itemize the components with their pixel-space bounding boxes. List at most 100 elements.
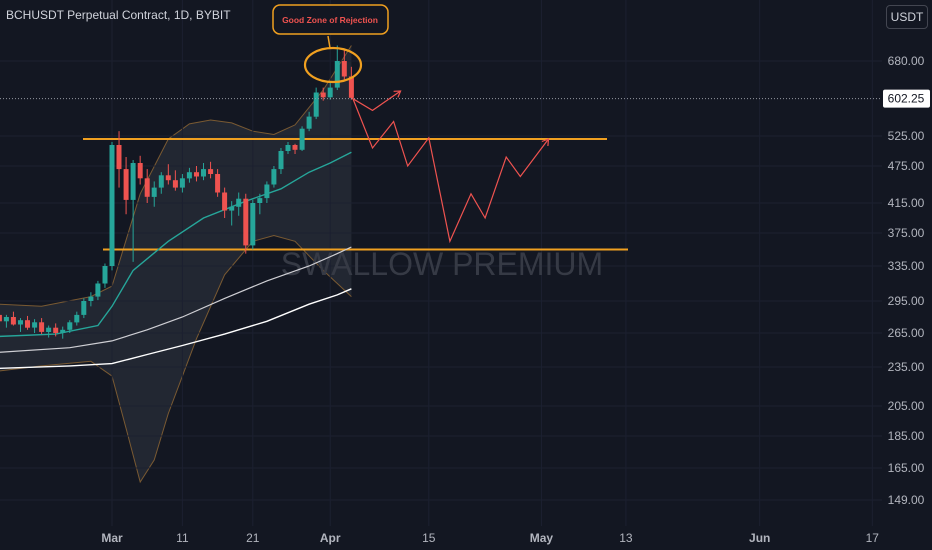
candle-body [144,178,150,197]
candle [32,319,38,333]
candle [137,155,143,185]
candle-body [243,198,249,246]
candle [194,166,199,182]
candle [250,199,256,250]
candle [10,311,16,326]
price-tick-label: 415.00 [888,196,925,210]
candle-body [334,61,340,88]
candle-body [109,145,115,266]
candle [18,318,23,332]
candle-body [18,320,23,325]
price-tick-label: 149.00 [888,493,925,507]
projection-down-path [350,94,549,244]
price-axis[interactable]: 680.00 525.00 475.00 415.00 375.00 335.00 295.… [888,54,925,507]
candle-body [25,320,30,328]
candles [0,45,354,339]
candle [271,166,277,188]
candle [95,280,101,301]
projection-up-path [351,90,401,112]
candle-body [39,322,45,332]
annotation-layer[interactable]: Good Zone of Rejection [272,4,389,84]
candle [257,193,263,215]
candle-body [123,169,129,200]
annotation-box[interactable] [272,4,389,35]
candle [201,163,206,181]
bollinger-upper [0,45,352,307]
candle [236,192,242,216]
time-axis[interactable]: Mar 11 21 Apr 15 May 13 Jun 17 [101,531,879,545]
candle-body [3,317,9,322]
candle [292,143,298,154]
candle [229,201,235,226]
candle [102,263,108,288]
candle [116,131,122,188]
candle [39,318,45,335]
moving-averages [0,151,352,369]
candle-body [208,169,214,174]
candle-body [137,163,143,179]
price-tick-label: 525.00 [888,129,925,143]
candle-body [299,128,305,150]
candle-body [32,322,38,328]
candle-body [165,175,171,181]
candle-body [292,145,298,150]
candle-body [236,198,242,207]
candle-body [278,151,284,170]
current-price-label: 602.25 [888,92,925,106]
time-tick-label: Jun [749,531,770,545]
candle-body [0,314,2,322]
time-tick-label: Apr [320,531,341,545]
candle-body [327,87,333,98]
candle-body [341,61,347,77]
time-tick-label: May [530,531,554,545]
candle-body [215,174,221,193]
rejection-circle [303,46,363,84]
candle [215,169,221,197]
candle [53,323,59,337]
currency-button[interactable]: USDT [886,5,928,29]
annotation-text: Good Zone of Rejection [282,15,378,25]
level-lines[interactable] [83,138,628,251]
candle-body [95,283,101,297]
candle [74,311,80,326]
candle [158,172,164,194]
candle [299,126,305,151]
candle [109,142,115,271]
candle-body [102,266,108,284]
candle [25,315,30,330]
candle-body [74,314,80,323]
price-tick-label: 475.00 [888,159,925,173]
candle [67,320,73,333]
grid-layer [0,0,882,526]
candle-body [264,184,270,199]
projection-up-arrowhead [393,90,402,98]
candle-body [130,163,136,200]
candle-body [67,322,73,330]
price-tick-label: 165.00 [888,461,925,475]
ma-slow-line [0,288,352,369]
candle [320,87,326,101]
projection-down-arrowhead [541,138,550,147]
current-price-tag: 602.25 [883,89,930,108]
candle-body [222,192,228,211]
candle [264,181,270,203]
price-tick-label: 185.00 [888,429,925,443]
price-tick-label: 680.00 [888,54,925,68]
candle [285,142,291,154]
candle-body [53,327,59,333]
candle-body [257,198,263,203]
candle-body [285,145,291,151]
candle [165,164,171,185]
candle-body [320,92,326,98]
candle-body [306,116,312,129]
candle [60,326,66,339]
candle-body [158,175,164,188]
candle [306,111,312,132]
candle-body [172,180,178,188]
time-tick-label: Mar [101,531,123,545]
candle [341,48,347,81]
ma-mid-line [0,246,352,353]
candle [222,187,228,218]
